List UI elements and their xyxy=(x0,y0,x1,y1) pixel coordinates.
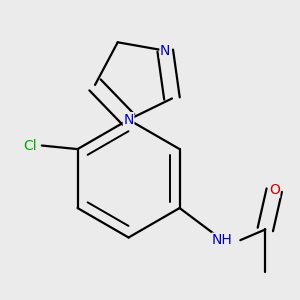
Text: O: O xyxy=(269,183,280,197)
Text: Cl: Cl xyxy=(23,139,37,152)
Text: N: N xyxy=(123,112,134,127)
Text: NH: NH xyxy=(212,233,233,247)
Text: N: N xyxy=(160,44,170,58)
